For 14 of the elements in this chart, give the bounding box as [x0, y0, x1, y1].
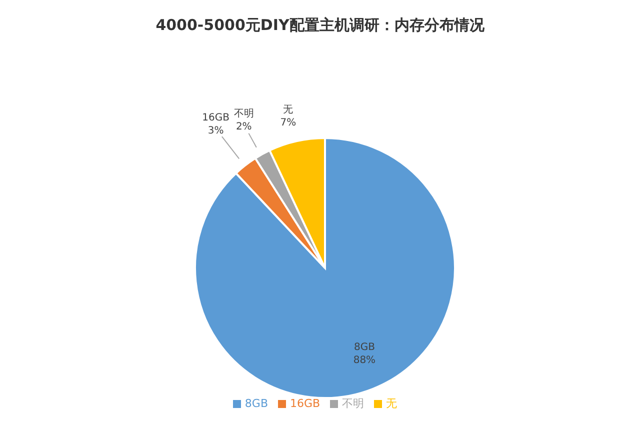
- data-label: 7%: [280, 118, 296, 129]
- pie-slice: [194, 137, 456, 399]
- data-label: 88%: [353, 355, 376, 366]
- slice-label: 8GB: [354, 342, 376, 354]
- legend-label: 不明: [342, 397, 364, 410]
- slice-label: 16GB: [202, 112, 230, 124]
- chart-title: 4000-5000元DIY配置主机调研：内存分布情况: [154, 15, 486, 36]
- slice-label: 不明: [234, 108, 254, 120]
- legend-label: 8GB: [244, 397, 268, 410]
- legend-label: 16GB: [290, 397, 320, 410]
- data-label: 2%: [236, 122, 252, 133]
- slice-label: 无: [283, 104, 294, 116]
- legend-label: 无: [386, 397, 398, 410]
- data-label: 3%: [208, 126, 224, 137]
